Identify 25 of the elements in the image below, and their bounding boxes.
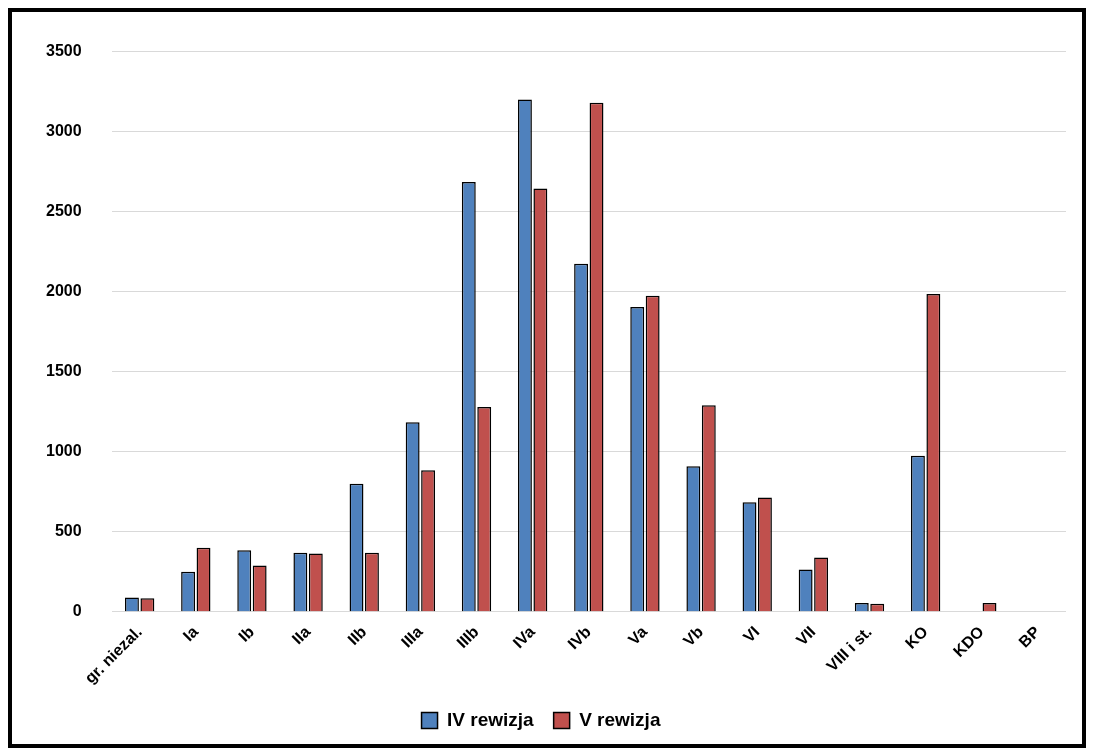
x-tick-label: Ia	[179, 622, 202, 645]
legend-label: IV rewizja	[447, 708, 535, 730]
x-tick-label: Vb	[679, 622, 707, 650]
legend-label: V rewizja	[579, 708, 661, 730]
y-tick-label: 2000	[46, 282, 82, 300]
y-tick-label: 3000	[46, 122, 82, 140]
y-tick-label: 2500	[46, 202, 82, 220]
x-tick-label: IIb	[344, 622, 370, 649]
y-tick-label: 0	[72, 602, 82, 620]
x-tick-label: IIIa	[397, 622, 426, 651]
x-tick-label: IIIb	[453, 622, 482, 652]
x-tick-label: VIII i st.	[823, 622, 875, 675]
x-tick-label: Ib	[235, 622, 258, 645]
y-tick-label: 1500	[46, 362, 82, 380]
x-tick-label: BP	[1015, 622, 1044, 651]
y-tick-label: 3500	[46, 42, 82, 60]
x-tick-label: IVa	[509, 622, 538, 652]
x-tick-label: KO	[901, 622, 931, 652]
y-tick-label: 500	[54, 522, 82, 540]
x-tick-label: Va	[624, 622, 651, 649]
y-tick-label: 1000	[46, 442, 82, 460]
x-tick-label: IIa	[288, 622, 314, 648]
x-tick-label: VII	[792, 622, 819, 649]
x-tick-label: VI	[739, 622, 763, 646]
x-tick-label: IVb	[564, 622, 595, 653]
